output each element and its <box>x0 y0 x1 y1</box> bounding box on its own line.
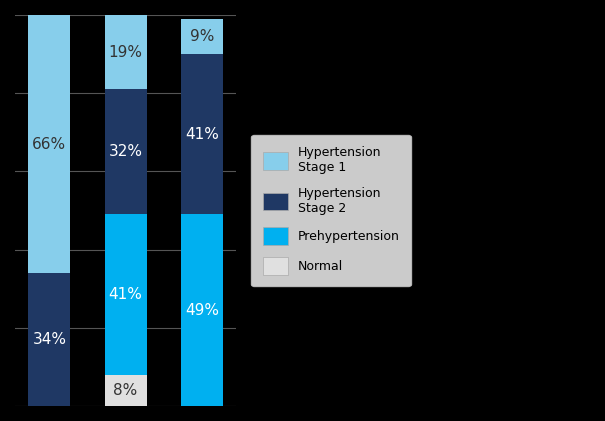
Bar <box>105 15 146 89</box>
Bar <box>28 15 70 273</box>
Bar <box>181 214 223 406</box>
Text: 34%: 34% <box>32 332 67 347</box>
Text: 8%: 8% <box>114 383 138 398</box>
Text: 66%: 66% <box>32 136 67 152</box>
Text: 41%: 41% <box>109 287 143 302</box>
Bar <box>105 89 146 214</box>
Bar <box>181 54 223 214</box>
Text: 41%: 41% <box>185 127 219 142</box>
Bar <box>28 273 70 406</box>
Bar <box>181 19 223 54</box>
Legend: Hypertension
Stage 1, Hypertension
Stage 2, Prehypertension, Normal: Hypertension Stage 1, Hypertension Stage… <box>251 135 411 286</box>
Bar <box>105 214 146 375</box>
Text: 19%: 19% <box>109 45 143 60</box>
Text: 9%: 9% <box>190 29 214 44</box>
Text: 32%: 32% <box>109 144 143 160</box>
Bar <box>105 375 146 406</box>
Text: 49%: 49% <box>185 303 219 318</box>
